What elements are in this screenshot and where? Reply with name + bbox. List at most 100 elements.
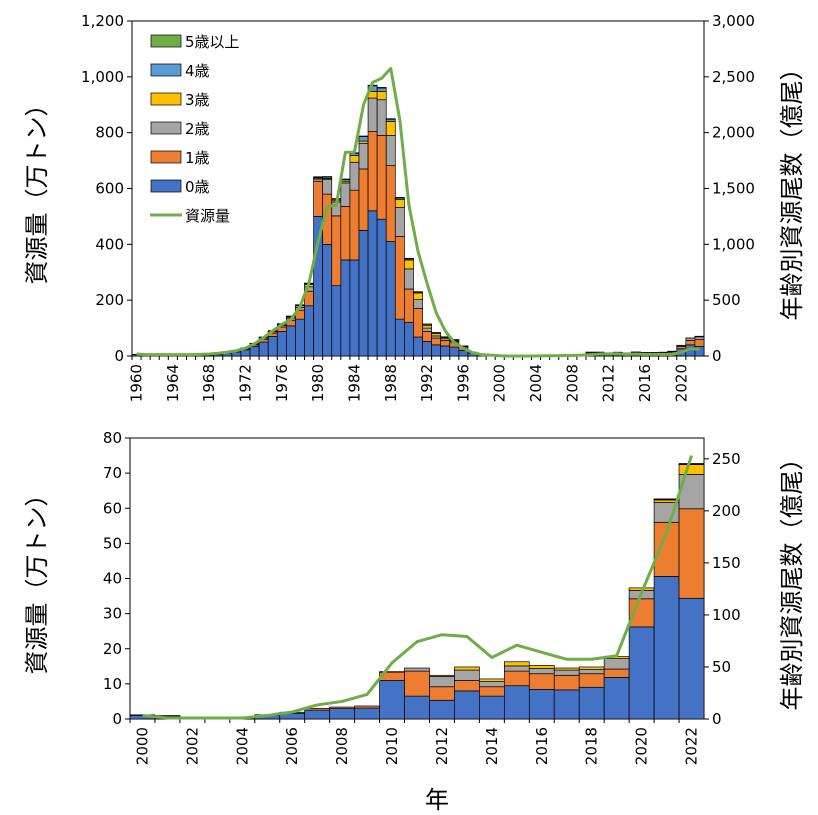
bar-segment — [376, 135, 387, 220]
bar-segment — [404, 288, 414, 323]
bar-segment — [429, 686, 455, 701]
bar-segment — [329, 706, 355, 709]
bar-segment — [528, 668, 555, 675]
bar-segment — [603, 668, 630, 678]
bar-segment — [340, 182, 351, 207]
bar-segment — [431, 344, 442, 357]
bottom-chart: 0 10 20 30 40 50 60 70 80 0 50 100 150 200 250 2000 2002… — [23, 429, 806, 765]
bar-segment — [404, 257, 414, 260]
bar-segment — [528, 688, 555, 720]
bar-segment — [413, 308, 423, 338]
top-chart: 0 200 400 600 800 1,000 1,200 0 500 1,000 1,500 2,0… — [23, 12, 806, 402]
y-axis-label: 資源量（万トン） — [23, 483, 51, 675]
bar-segment — [349, 155, 360, 163]
bar-segment — [413, 292, 423, 300]
x-tick-label: 2000 — [491, 364, 509, 402]
y2-tick-label: 3,000 — [712, 12, 755, 30]
bar-segment — [422, 327, 432, 332]
y2-tick-label: 150 — [712, 554, 741, 572]
y-tick-label: 60 — [103, 499, 122, 517]
bar-segment — [678, 597, 705, 720]
x-tick-label: 1960 — [128, 364, 146, 402]
bar-segment — [240, 349, 251, 357]
bar-segment — [304, 305, 314, 357]
bar-segment — [129, 714, 156, 716]
bar-segment — [313, 176, 324, 178]
legend-swatch — [150, 179, 182, 193]
x-tick-label: 2000 — [133, 727, 151, 765]
x-axis-label: 年 — [425, 786, 449, 814]
bar-segment — [358, 168, 369, 231]
y-tick-label: 20 — [103, 640, 122, 658]
x-tick-label: 2012 — [600, 364, 618, 402]
x-tick-label: 1996 — [454, 364, 472, 402]
bar-segment — [367, 131, 378, 212]
y2-tick-label: 250 — [712, 450, 741, 468]
bar-segment — [578, 666, 605, 670]
bar-segment — [295, 318, 305, 357]
x-tick-label: 1976 — [273, 364, 291, 402]
bar-segment — [258, 341, 269, 357]
bar-segment — [653, 576, 680, 720]
bar-segment — [385, 241, 396, 357]
bar-segment — [349, 259, 360, 357]
bar-segment — [385, 121, 396, 136]
bar-segment — [578, 673, 605, 688]
y-tick-label: 600 — [95, 180, 124, 198]
bar-segment — [322, 243, 333, 357]
x-tick-label: 1992 — [418, 364, 436, 402]
bar-segment — [479, 681, 505, 688]
x-tick-label: 1968 — [200, 364, 218, 402]
bar-segment — [678, 463, 705, 465]
y-tick-label: 0 — [112, 710, 122, 728]
bar-segment — [376, 90, 387, 101]
x-tick-label: 2022 — [683, 727, 701, 765]
y2-tick-label: 2,500 — [712, 68, 755, 86]
y-tick-label: 1,200 — [81, 12, 124, 30]
bar-segment — [413, 299, 423, 309]
bar-segment — [331, 285, 342, 357]
x-tick-label: 2016 — [533, 727, 551, 765]
bar-segment — [694, 339, 705, 347]
y2-tick-label: 200 — [712, 502, 741, 520]
y-tick-label: 50 — [103, 534, 122, 552]
bar-segment — [431, 337, 442, 346]
y2-tick-label: 50 — [712, 658, 731, 676]
bar-segment — [354, 707, 380, 720]
bar-segment — [376, 87, 387, 89]
bar-segment — [329, 708, 355, 720]
bar-segment — [367, 97, 378, 132]
legend-label: 5歳以上 — [185, 33, 240, 51]
y2-tick-label: 0 — [712, 347, 722, 365]
y-tick-label: 10 — [103, 675, 122, 693]
bar-segment — [376, 218, 387, 357]
bar-segment — [422, 324, 432, 329]
x-tick-label: 1980 — [309, 364, 327, 402]
bar-segment — [454, 690, 480, 720]
bar-segment — [394, 236, 405, 320]
bar-segment — [285, 325, 296, 357]
x-tick-label: 2002 — [183, 727, 201, 765]
bar-segment — [422, 331, 432, 342]
bar-segment — [479, 695, 505, 720]
bar-segment — [394, 199, 405, 208]
legend-swatch — [150, 92, 182, 106]
bar-segment — [503, 665, 530, 672]
bar-segment — [429, 699, 455, 720]
bar-segment — [479, 678, 505, 682]
x-tick-label: 1972 — [236, 364, 254, 402]
bar-segment — [267, 336, 278, 357]
y-tick-label: 800 — [95, 124, 124, 142]
bar-segment — [553, 674, 580, 691]
bar-segment — [331, 215, 342, 287]
legend-label: 4歳 — [185, 62, 210, 80]
bar-segment — [349, 189, 360, 261]
bar-segment — [340, 206, 351, 261]
legend-swatch — [150, 34, 182, 48]
x-tick-label: 2014 — [483, 727, 501, 765]
bar-segment — [394, 207, 405, 237]
x-tick-label: 2006 — [283, 727, 301, 765]
x-tick-label: 2012 — [433, 727, 451, 765]
bar-segment — [385, 165, 396, 242]
